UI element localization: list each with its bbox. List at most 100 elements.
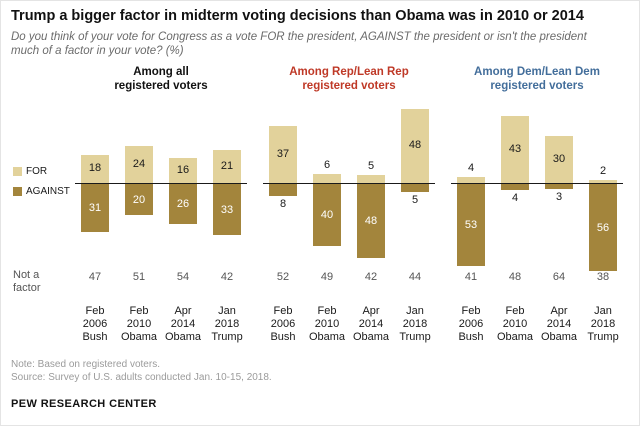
legend-against: AGAINST	[13, 186, 70, 197]
panel-title-dem: Among Dem/Lean Dem registered voters	[449, 65, 625, 93]
for-swatch-icon	[13, 167, 22, 176]
for-value-label: 37	[276, 147, 290, 160]
for-bar	[313, 174, 341, 183]
for-value-label: 18	[88, 162, 102, 174]
axis-baseline	[451, 183, 623, 184]
for-value-label: 21	[220, 159, 234, 172]
date-month: Feb	[85, 305, 105, 317]
for-value-label: 30	[552, 152, 566, 165]
panel-title-rep-line1: Among Rep/Lean Rep	[289, 66, 409, 78]
against-bar	[169, 184, 197, 224]
date-label: Feb 2010 Obama	[493, 305, 537, 344]
for-bar	[125, 146, 153, 183]
not-factor-value: 42	[364, 271, 378, 283]
legend-against-label: AGAINST	[26, 186, 70, 197]
president-name: Trump	[211, 331, 243, 343]
president-name: Bush	[82, 331, 108, 343]
against-bar	[501, 184, 529, 190]
panel-title-rep: Among Rep/Lean Rep registered voters	[261, 65, 437, 93]
legend-for: FOR	[13, 166, 47, 177]
date-month: Feb	[129, 305, 149, 317]
for-bar	[81, 155, 109, 183]
president-name: Obama	[496, 331, 534, 343]
not-factor-value: 42	[220, 271, 234, 283]
panel-dem-voters: Among Dem/Lean Dem registered voters 4 53…	[449, 65, 625, 349]
panel-rep-voters: Among Rep/Lean Rep registered voters 37 8…	[261, 65, 437, 349]
president-name: Obama	[352, 331, 390, 343]
panel-title-dem-line2: registered voters	[490, 80, 584, 92]
for-value-label: 48	[408, 139, 422, 151]
for-value-label: 24	[132, 157, 146, 170]
against-value-label: 20	[132, 193, 146, 206]
date-year: 2006	[82, 318, 108, 330]
for-value-label: 6	[323, 159, 331, 171]
against-bar	[81, 184, 109, 232]
for-bar	[401, 109, 429, 183]
against-value-label: 48	[364, 215, 378, 227]
axis-baseline	[263, 183, 435, 184]
date-month: Feb	[461, 305, 481, 317]
against-bar	[269, 184, 297, 196]
not-factor-value: 38	[596, 271, 610, 283]
for-value-label: 5	[367, 160, 375, 172]
axis-baseline	[75, 183, 247, 184]
against-value-label: 4	[511, 192, 519, 204]
pew-research-center-wordmark: PEW RESEARCH CENTER	[11, 398, 157, 410]
for-value-label: 4	[467, 162, 475, 174]
against-bar	[401, 184, 429, 192]
date-month: Apr	[550, 305, 568, 317]
legend-gutter: FOR AGAINST Not a factor	[11, 65, 73, 349]
date-year: 2006	[270, 318, 296, 330]
date-label: Jan 2018 Trump	[205, 305, 249, 344]
against-bar	[457, 184, 485, 266]
legend-for-label: FOR	[26, 166, 48, 177]
not-factor-value: 49	[320, 271, 334, 283]
president-name: Bush	[458, 331, 484, 343]
against-value-label: 26	[176, 198, 190, 210]
date-label: Jan 2018 Trump	[393, 305, 437, 344]
date-year: 2014	[358, 318, 384, 330]
president-name: Obama	[540, 331, 578, 343]
charts-row: FOR AGAINST Not a factor Among all regis…	[11, 65, 625, 349]
page-title: Trump a bigger factor in midterm voting …	[11, 8, 584, 24]
panel-title-rep-line2: registered voters	[302, 80, 396, 92]
date-label: Feb 2010 Obama	[305, 305, 349, 344]
against-bar	[213, 184, 241, 235]
president-name: Obama	[120, 331, 158, 343]
against-bar	[125, 184, 153, 215]
date-year: 2010	[502, 318, 528, 330]
date-label: Apr 2014 Obama	[161, 305, 205, 344]
date-year: 2006	[458, 318, 484, 330]
date-year: 2014	[546, 318, 572, 330]
date-label: Feb 2010 Obama	[117, 305, 161, 344]
date-month: Feb	[273, 305, 293, 317]
survey-question-subtitle: Do you think of your vote for Congress a…	[11, 31, 587, 57]
panel-title-dem-line1: Among Dem/Lean Dem	[474, 66, 600, 78]
date-year: 2010	[126, 318, 152, 330]
bar-chart-rep: 37 8 52 Feb 2006 Bush 6 40 49 Feb 2010 Obama 5 48 42 Ap…	[261, 65, 437, 349]
not-factor-value: 41	[464, 271, 478, 283]
source-line: Source: Survey of U.S. adults conducted …	[11, 372, 272, 383]
against-value-label: 53	[464, 219, 478, 231]
against-value-label: 8	[279, 198, 287, 210]
date-month: Jan	[594, 305, 612, 317]
for-bar	[169, 158, 197, 183]
for-value-label: 43	[508, 142, 522, 155]
president-name: Trump	[399, 331, 431, 343]
against-value-label: 3	[555, 191, 563, 203]
not-factor-value: 48	[508, 271, 522, 283]
for-bar	[357, 175, 385, 183]
against-value-label: 40	[320, 209, 334, 221]
not-factor-value: 47	[88, 271, 102, 283]
not-factor-value: 54	[176, 271, 190, 283]
date-month: Feb	[505, 305, 525, 317]
date-label: Feb 2006 Bush	[261, 305, 305, 344]
against-bar	[357, 184, 385, 258]
date-label: Apr 2014 Obama	[349, 305, 393, 344]
against-value-label: 33	[220, 203, 234, 216]
date-year: 2018	[214, 318, 240, 330]
date-month: Apr	[174, 305, 192, 317]
against-bar	[313, 184, 341, 246]
against-swatch-icon	[13, 187, 22, 196]
